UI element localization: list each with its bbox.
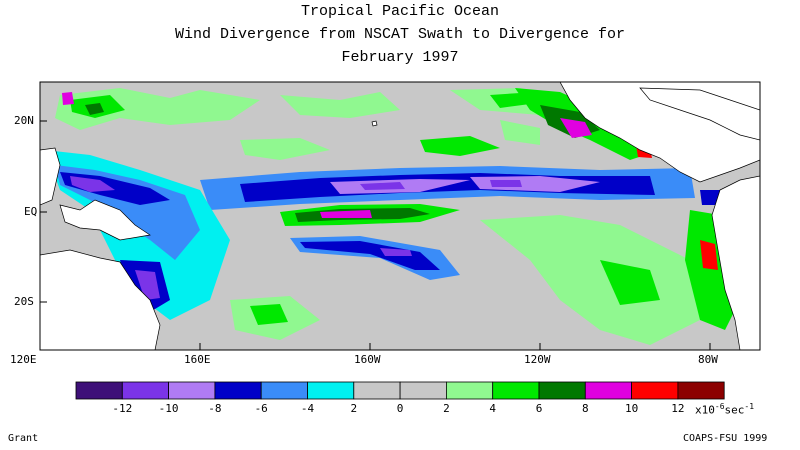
peru-coast-green	[685, 210, 740, 330]
title-line-1: Tropical Pacific Ocean	[300, 3, 500, 20]
peru-coast-red	[700, 240, 718, 270]
lon-label-80w: 80W	[698, 353, 718, 366]
colorbar-tick-label: 4	[489, 402, 496, 415]
south-green	[250, 304, 288, 325]
colorbar-tick-label: -8	[208, 402, 222, 415]
land-asia	[40, 147, 61, 206]
land-new-guinea	[59, 199, 151, 241]
patch-north-light-2	[280, 92, 400, 118]
colorbar-box-0	[75, 381, 123, 400]
colorbar-tick-label: 2	[350, 402, 358, 415]
equatorial-divergence-magenta	[320, 210, 372, 218]
lat-label-20s: 20S	[14, 295, 34, 308]
patch-mexico-magenta	[560, 118, 592, 138]
west-pacific-violet	[70, 176, 115, 192]
lon-label-160e: 160E	[184, 353, 211, 366]
colorbar-box-8	[445, 381, 494, 400]
spcz-band-mid	[300, 241, 440, 270]
footer-credit: COAPS-FSU 1999	[683, 433, 768, 444]
colorbar-tick-label: 10	[624, 402, 639, 415]
colorbar-tick-label: 12	[671, 402, 685, 415]
patch-itcz-north-green	[420, 136, 500, 156]
title-line-2: Wind Divergence from NSCAT Swath to Dive…	[174, 26, 626, 43]
land-hawaii	[371, 120, 378, 127]
itcz-band-violet-2	[490, 180, 522, 187]
colorbar-tick-label: -6	[254, 402, 268, 415]
colorbar-tick-label: -10	[158, 402, 179, 415]
colorbar-box-6	[353, 381, 401, 400]
unit-exp: -6	[714, 402, 725, 411]
unit-suffix-exp: -1	[744, 402, 755, 411]
land-australia	[40, 249, 161, 350]
map-field	[40, 82, 760, 350]
coral-sea-violet	[135, 270, 160, 300]
colorbar-unit: x10-6sec-1	[695, 402, 754, 417]
colorbar-tick-label: 0	[396, 402, 404, 415]
colorbar-tick-label: 6	[535, 402, 543, 415]
itcz-band-violet	[360, 182, 405, 190]
patch-nw-magenta	[62, 92, 74, 105]
unit-suffix: sec	[724, 403, 745, 417]
colorbar-box-4	[260, 381, 308, 400]
lon-label-160w: 160W	[354, 353, 381, 366]
colorbar-box-3	[214, 381, 262, 400]
colorbar-box-13	[677, 381, 725, 400]
land-south-america	[711, 175, 760, 350]
title-line-3: February 1997	[341, 49, 459, 66]
unit-prefix: x10	[695, 403, 715, 417]
plot-frame	[39, 81, 761, 351]
colorbar-tick-label: -12	[112, 402, 133, 415]
colorbar-tick-label: 8	[581, 402, 589, 415]
patch-mid-light	[500, 120, 540, 145]
colorbar-box-5	[307, 381, 355, 400]
colorbar-box-9	[492, 381, 540, 400]
patch-itcz-north-light	[240, 138, 330, 160]
colorbar-box-7	[399, 381, 447, 400]
lon-label-120e: 120E	[10, 353, 37, 366]
colorbar-boxes	[75, 381, 725, 400]
colorbar-box-1	[121, 381, 170, 400]
colorbar-tick-label: 2	[443, 402, 450, 415]
colorbar-tick-label: -4	[300, 402, 315, 415]
southeast-green	[600, 260, 660, 305]
patch-north-dark	[85, 103, 104, 115]
patch-north-green-2	[490, 93, 530, 108]
colorbar-box-11	[584, 381, 632, 400]
southeast-light-green	[480, 215, 700, 345]
land-gulf-mexico-coast	[639, 87, 760, 141]
spcz-band-violet	[380, 248, 412, 256]
lat-label-eq: EQ	[24, 205, 38, 218]
footer-author: Grant	[8, 433, 39, 444]
colorbar-box-10	[538, 381, 586, 400]
colorbar-box-2	[168, 381, 216, 400]
lat-label-20n: 20N	[14, 114, 34, 127]
lon-label-120w: 120W	[524, 353, 551, 366]
colorbar-box-12	[631, 381, 679, 400]
